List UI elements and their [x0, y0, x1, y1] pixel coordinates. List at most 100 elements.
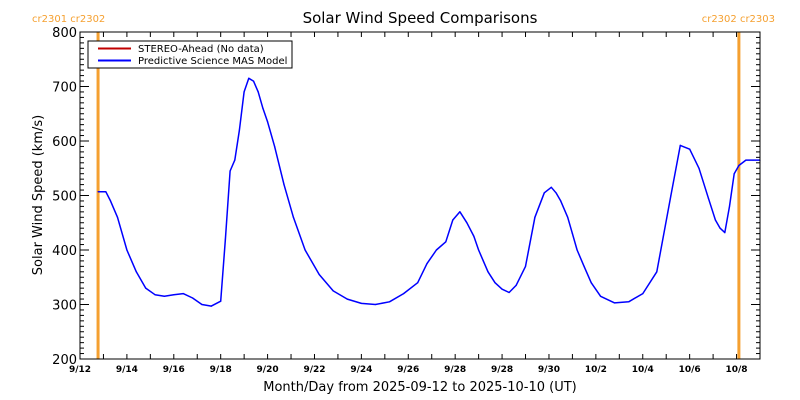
x-tick-label: 9/20 — [257, 365, 279, 375]
series-point — [600, 295, 602, 297]
series-point — [555, 192, 557, 194]
series-point — [210, 305, 212, 307]
series-point — [182, 293, 184, 295]
series-point — [719, 227, 721, 229]
y-tick-label: 600 — [52, 135, 77, 150]
series-point — [494, 282, 496, 284]
series-point — [267, 121, 269, 123]
series-point — [459, 211, 461, 213]
series-point — [576, 249, 578, 251]
series-point — [614, 302, 616, 304]
series-point — [109, 200, 112, 202]
series-point — [238, 129, 240, 131]
series-point — [714, 219, 717, 221]
series-point — [274, 145, 276, 147]
series-point — [745, 159, 747, 161]
series-point — [192, 297, 194, 299]
series-point — [724, 232, 726, 234]
series-point — [501, 288, 503, 290]
series-point — [670, 194, 672, 197]
series-point — [478, 249, 480, 251]
x-tick-label: 9/28 — [444, 365, 466, 375]
series-point — [524, 265, 527, 267]
series-point — [360, 302, 362, 304]
series-point — [550, 186, 552, 188]
series-point — [642, 293, 644, 295]
series-point — [304, 249, 306, 251]
series-point — [738, 164, 740, 167]
series-point — [482, 260, 484, 262]
series-point — [473, 235, 475, 237]
series-point — [234, 159, 236, 161]
series-point — [698, 167, 700, 169]
legend-label-mas: Predictive Science MAS Model — [138, 56, 287, 67]
series-point — [116, 216, 119, 218]
series-point — [515, 284, 517, 286]
series-point — [145, 287, 147, 289]
x-tick-label: 9/26 — [397, 365, 419, 375]
x-tick-label: 10/2 — [585, 365, 607, 375]
x-tick-label: 9/16 — [163, 365, 185, 375]
y-tick-label: 500 — [52, 190, 77, 205]
x-tick-label: 9/18 — [210, 365, 232, 375]
carrington-marker-label: cr2301 cr2302 — [32, 14, 105, 25]
series-point — [229, 170, 231, 172]
legend-label-stereo: STEREO-Ahead (No data) — [138, 44, 264, 55]
carrington-markers: cr2301 cr2302 cr2302 cr2303 — [32, 14, 775, 359]
series-point — [403, 293, 405, 295]
series-point — [543, 192, 545, 194]
x-tick-label: 9/14 — [116, 365, 138, 375]
x-tick-label: 9/30 — [538, 365, 560, 375]
series-point — [388, 301, 391, 303]
series-point — [567, 216, 569, 218]
y-tick-label: 700 — [52, 81, 77, 96]
y-tick-label: 800 — [52, 26, 77, 41]
series-point — [220, 300, 222, 302]
series-point — [374, 303, 376, 306]
y-axis-label: Solar Wind Speed (km/s) — [31, 115, 46, 275]
series-point — [224, 238, 226, 240]
series-point — [262, 107, 264, 109]
series-point — [126, 249, 128, 251]
series-point — [201, 303, 203, 306]
series-point — [135, 271, 137, 273]
y-tick-label: 200 — [52, 353, 77, 368]
y-tick-label: 400 — [52, 244, 77, 259]
series-point — [689, 148, 691, 150]
series-point — [243, 91, 245, 93]
legend-box — [87, 40, 293, 69]
plot-frame — [79, 31, 761, 360]
series-point — [628, 301, 630, 303]
series-point — [752, 159, 754, 161]
series-point — [292, 216, 294, 218]
series-point — [560, 200, 562, 202]
series-point — [571, 233, 574, 235]
series-point — [733, 173, 735, 175]
series-point — [656, 271, 658, 273]
series-point — [105, 191, 107, 193]
series-point — [508, 291, 510, 294]
series-point — [332, 290, 334, 292]
x-tick-label: 9/24 — [350, 365, 372, 375]
x-tick-label: 10/4 — [632, 365, 654, 375]
series-point — [283, 184, 285, 186]
series-point — [248, 77, 250, 79]
series-point — [728, 205, 731, 207]
series-point — [679, 144, 681, 146]
series-point — [487, 271, 489, 273]
y-tick-label: 300 — [52, 299, 77, 314]
series-point — [318, 273, 320, 276]
series-point — [590, 282, 592, 284]
legend: STEREO-Ahead (No data) Predictive Scienc… — [87, 40, 293, 69]
series-point — [346, 298, 348, 300]
series-point — [426, 263, 428, 265]
series-point — [466, 222, 468, 224]
series-point — [452, 219, 454, 221]
x-tick-label: 9/12 — [69, 365, 91, 375]
chart-title: Solar Wind Speed Comparisons — [303, 9, 538, 27]
carrington-marker-label: cr2302 cr2303 — [702, 14, 775, 25]
series-point — [534, 216, 536, 218]
x-tick-label: 10/8 — [726, 365, 748, 375]
x-tick-label: 9/22 — [303, 365, 325, 375]
